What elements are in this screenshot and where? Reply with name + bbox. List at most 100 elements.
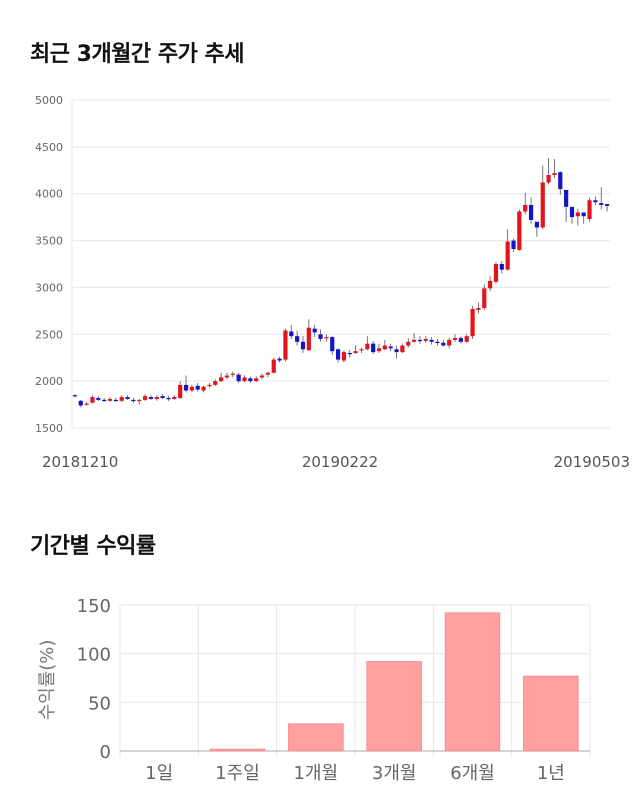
price-candle bbox=[447, 338, 452, 349]
price-candle-body bbox=[604, 204, 610, 206]
price-candle bbox=[417, 336, 423, 344]
price-candle-body bbox=[435, 341, 440, 343]
price-candle-body bbox=[119, 397, 124, 401]
price-candle-body bbox=[552, 173, 557, 175]
price-candle-body bbox=[511, 240, 516, 250]
price-candle bbox=[482, 284, 487, 310]
price-candle bbox=[347, 350, 352, 358]
price-candle bbox=[183, 375, 189, 393]
price-candle bbox=[72, 394, 78, 398]
price-candle-body bbox=[107, 398, 113, 401]
price-candle-body bbox=[178, 384, 183, 399]
price-candle bbox=[254, 376, 259, 383]
price-candle bbox=[353, 345, 358, 354]
price-candle bbox=[306, 319, 311, 352]
price-candle-body bbox=[295, 336, 300, 342]
returns-x-tick-label: 1개월 bbox=[294, 763, 339, 784]
price-candle bbox=[107, 397, 113, 402]
price-candle-body bbox=[528, 204, 534, 220]
price-candle bbox=[96, 396, 101, 401]
price-candle bbox=[470, 306, 475, 339]
price-candle bbox=[142, 394, 148, 401]
price-candle-body bbox=[166, 398, 171, 400]
price-candle-body bbox=[183, 384, 189, 391]
price-candle-body bbox=[102, 399, 107, 402]
price-candle bbox=[388, 343, 393, 352]
price-candle-body bbox=[289, 331, 294, 337]
price-candle-body bbox=[371, 343, 376, 353]
price-candle-body bbox=[423, 338, 428, 341]
price-candle-body bbox=[447, 339, 452, 346]
price-candle bbox=[248, 376, 253, 384]
price-candle-body bbox=[154, 397, 159, 399]
price-candle-body bbox=[581, 212, 586, 217]
price-candle bbox=[517, 209, 522, 251]
price-candle-body bbox=[125, 397, 130, 399]
returns-bar bbox=[209, 748, 266, 752]
price-y-tick-label: 2000 bbox=[35, 375, 63, 388]
returns-chart-bars bbox=[209, 612, 579, 752]
price-candle-body bbox=[441, 342, 446, 346]
price-candle-body bbox=[248, 378, 253, 382]
price-candle bbox=[359, 347, 364, 354]
price-candle bbox=[166, 396, 171, 401]
price-chart-title: 최근 3개월간 주가 추세 bbox=[30, 42, 244, 67]
price-candle-body bbox=[564, 189, 569, 207]
price-candle-body bbox=[142, 396, 148, 400]
price-candle-body bbox=[312, 328, 317, 333]
price-candle-body bbox=[587, 200, 592, 220]
price-candle bbox=[552, 159, 557, 178]
price-candle-body bbox=[558, 172, 563, 190]
price-candle-body bbox=[488, 280, 493, 289]
price-candle bbox=[113, 398, 118, 402]
price-candle bbox=[318, 329, 323, 342]
price-candle-body bbox=[236, 374, 241, 382]
returns-y-tick-label: 0 bbox=[100, 742, 111, 763]
price-candle bbox=[534, 221, 540, 237]
price-candle bbox=[488, 276, 493, 292]
price-candle bbox=[423, 336, 428, 343]
price-candle bbox=[599, 187, 604, 210]
price-candle-body bbox=[300, 341, 306, 350]
price-candle-body bbox=[78, 400, 83, 406]
returns-bar bbox=[366, 661, 422, 752]
price-candle-body bbox=[534, 221, 540, 228]
price-candle-body bbox=[517, 211, 522, 250]
price-candle bbox=[587, 197, 592, 222]
price-candle-body bbox=[593, 200, 598, 203]
price-candle-body bbox=[254, 378, 259, 382]
price-candle bbox=[330, 336, 335, 355]
price-y-tick-label: 3500 bbox=[35, 235, 63, 248]
price-candle bbox=[575, 208, 580, 226]
price-candle-body bbox=[523, 204, 528, 212]
price-candle-body bbox=[429, 339, 434, 342]
price-candle bbox=[131, 398, 136, 403]
price-candle-body bbox=[131, 399, 136, 402]
price-candle bbox=[90, 395, 95, 404]
price-candlestick-chart: 5000 4500 4000 3500 3000 2500 2000 1500 2018121… bbox=[35, 94, 630, 471]
price-candle bbox=[400, 343, 405, 354]
price-candle-body bbox=[382, 345, 387, 350]
price-candle-body bbox=[411, 339, 417, 342]
price-candle-body bbox=[540, 182, 545, 228]
price-candle bbox=[382, 339, 387, 351]
price-candle-body bbox=[575, 212, 580, 217]
price-candle bbox=[411, 333, 417, 343]
price-candle-body bbox=[230, 373, 235, 375]
price-candle-body bbox=[283, 330, 288, 360]
price-candle-body bbox=[347, 353, 352, 355]
price-candle bbox=[102, 398, 107, 402]
price-candle-body bbox=[318, 334, 323, 339]
price-candle bbox=[154, 395, 159, 401]
price-candle bbox=[178, 381, 183, 399]
price-candle bbox=[289, 324, 294, 339]
returns-chart-y-axis-label: 수익률(%) bbox=[37, 640, 58, 721]
price-candle-body bbox=[341, 352, 347, 361]
price-candle-body bbox=[493, 264, 499, 282]
price-candle bbox=[224, 372, 230, 380]
price-candle-body bbox=[470, 308, 475, 337]
price-candle bbox=[593, 196, 598, 205]
price-candle-body bbox=[201, 386, 206, 391]
price-candle bbox=[376, 343, 382, 354]
price-candle bbox=[271, 357, 276, 374]
